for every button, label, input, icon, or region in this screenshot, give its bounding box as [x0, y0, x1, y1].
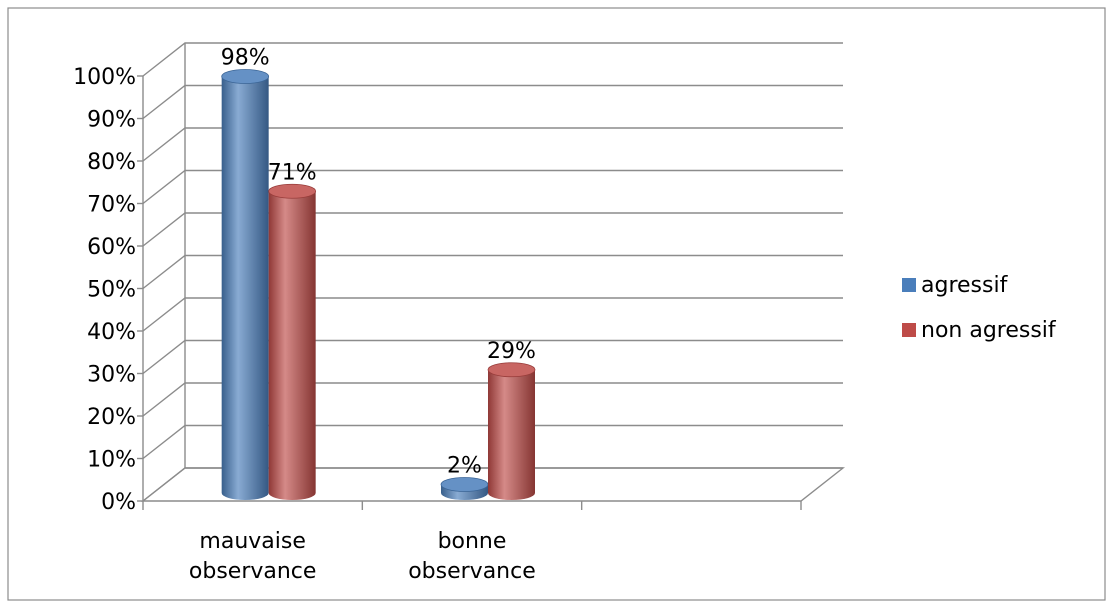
chart-border: [7, 7, 1106, 601]
gridline: [142, 297, 843, 332]
legend-label: non agressif: [921, 318, 1057, 343]
data-label: 29%: [487, 339, 536, 364]
bar-top: [440, 477, 489, 492]
x-category-label-line: bonne: [438, 529, 507, 554]
gridline: [142, 467, 843, 502]
y-tick-label: 80%: [87, 150, 136, 175]
bar-non-agressif-1: [487, 362, 536, 500]
y-tick-label: 60%: [87, 235, 136, 260]
bar-top: [487, 362, 536, 378]
y-tick-label: 40%: [87, 320, 136, 345]
bar-agressif-0: [221, 69, 270, 500]
y-tick-label: 100%: [73, 65, 136, 90]
x-category-label: mauvaise observance: [189, 529, 317, 584]
y-tick-label: 10%: [87, 448, 136, 473]
x-category-label: bonne observance: [408, 529, 536, 584]
y-tick-label: 0%: [101, 490, 136, 515]
bar-top: [268, 183, 317, 199]
y-tick-label: 30%: [87, 363, 136, 388]
legend-swatch: [902, 278, 916, 292]
bar-body: [268, 191, 316, 500]
bar-non-agressif-0: [268, 183, 317, 500]
gridline: [142, 424, 843, 460]
legend-label: agressif: [921, 273, 1009, 298]
bar-body: [488, 369, 535, 500]
bar-body: [221, 76, 269, 500]
data-label: 71%: [268, 160, 317, 185]
gridline: [142, 212, 843, 247]
gridline: [142, 84, 843, 120]
y-tick-label: 20%: [87, 405, 136, 430]
bar-agressif-1: [440, 477, 489, 500]
x-category-label-line: observance: [408, 559, 536, 584]
gridline: [142, 382, 843, 417]
gridline: [142, 254, 843, 290]
gridline: [142, 127, 843, 162]
gridlines: [142, 42, 843, 502]
data-label: 98%: [221, 46, 270, 71]
legend-swatch: [902, 323, 916, 337]
bar-top: [221, 69, 270, 84]
gridline: [142, 169, 843, 205]
legend: agressif non agressif: [902, 273, 1057, 343]
gridline: [142, 339, 843, 375]
data-labels: 98% 71% 2% 29%: [221, 46, 536, 479]
x-category-label-line: observance: [189, 559, 317, 584]
bars: [221, 69, 536, 500]
y-tick-label: 90%: [87, 108, 136, 133]
x-axis: mauvaise observance bonne observance: [142, 501, 802, 584]
data-label: 2%: [447, 454, 482, 479]
y-tick-label: 70%: [87, 193, 136, 218]
y-axis-ticks: 0% 10% 20% 30% 40% 50% 60% 70% 80% 90% 100%: [73, 65, 143, 515]
x-category-label-line: mauvaise: [199, 529, 305, 554]
y-tick-label: 50%: [87, 278, 136, 303]
gridline: [142, 42, 843, 77]
